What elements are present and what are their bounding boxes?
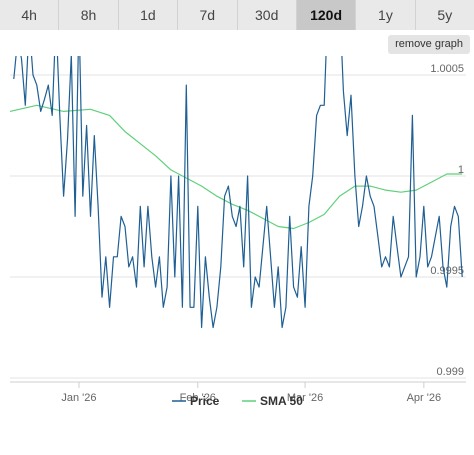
x-tick-label: Feb '26 xyxy=(180,392,216,404)
tab-4h[interactable]: 4h xyxy=(0,0,60,30)
x-tick-label: Mar '26 xyxy=(287,392,323,404)
tab-1y[interactable]: 1y xyxy=(356,0,416,30)
x-tick-label: Apr '26 xyxy=(407,392,442,404)
price-line xyxy=(13,56,463,329)
tab-8h[interactable]: 8h xyxy=(59,0,119,30)
tab-7d[interactable]: 7d xyxy=(178,0,238,30)
y-tick-label: 0.9995 xyxy=(430,265,464,277)
x-tick-label: Jan '26 xyxy=(61,392,96,404)
sma-50-line xyxy=(9,104,463,230)
legend-label-price: Price xyxy=(190,394,220,408)
y-tick-label: 1 xyxy=(458,164,464,176)
remove-graph-button[interactable]: remove graph xyxy=(388,35,470,54)
y-tick-label: 1.0005 xyxy=(430,63,464,75)
tab-30d[interactable]: 30d xyxy=(237,0,297,30)
tab-1d[interactable]: 1d xyxy=(118,0,179,30)
legend-label-sma-50: SMA 50 xyxy=(260,394,303,408)
tab-5y[interactable]: 5y xyxy=(415,0,474,30)
range-tabs: 4h 8h 1d 7d 30d 120d 1y 5y xyxy=(0,0,474,30)
tab-120d[interactable]: 120d xyxy=(296,0,357,30)
y-tick-label: 0.999 xyxy=(436,366,464,378)
